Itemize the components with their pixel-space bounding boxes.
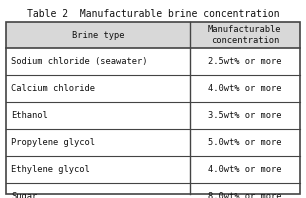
Bar: [190, 129, 300, 156]
Bar: [190, 22, 300, 48]
Text: Manufacturable
concentration: Manufacturable concentration: [208, 25, 282, 45]
Bar: [6, 183, 190, 198]
Text: 8.0wt% or more: 8.0wt% or more: [208, 192, 282, 198]
Text: 4.0wt% or more: 4.0wt% or more: [208, 84, 282, 93]
Bar: [190, 102, 300, 129]
Text: Ethanol: Ethanol: [11, 111, 48, 120]
Text: Propylene glycol: Propylene glycol: [11, 138, 95, 147]
Text: Brine type: Brine type: [72, 30, 124, 39]
Text: Sodium chloride (seawater): Sodium chloride (seawater): [11, 57, 147, 66]
Bar: [190, 75, 300, 102]
Bar: [6, 22, 190, 48]
Bar: [190, 183, 300, 198]
Bar: [6, 129, 190, 156]
Bar: [190, 48, 300, 75]
Bar: [6, 48, 190, 75]
Bar: [6, 156, 190, 183]
Text: Ethylene glycol: Ethylene glycol: [11, 165, 90, 174]
Bar: [6, 22, 300, 194]
Text: 5.0wt% or more: 5.0wt% or more: [208, 138, 282, 147]
Text: 3.5wt% or more: 3.5wt% or more: [208, 111, 282, 120]
Text: Calcium chloride: Calcium chloride: [11, 84, 95, 93]
Text: 2.5wt% or more: 2.5wt% or more: [208, 57, 282, 66]
Bar: [190, 156, 300, 183]
Bar: [6, 102, 190, 129]
Text: 4.0wt% or more: 4.0wt% or more: [208, 165, 282, 174]
Bar: [6, 75, 190, 102]
Text: Sugar: Sugar: [11, 192, 37, 198]
Text: Table 2  Manufacturable brine concentration: Table 2 Manufacturable brine concentrati…: [27, 9, 279, 19]
